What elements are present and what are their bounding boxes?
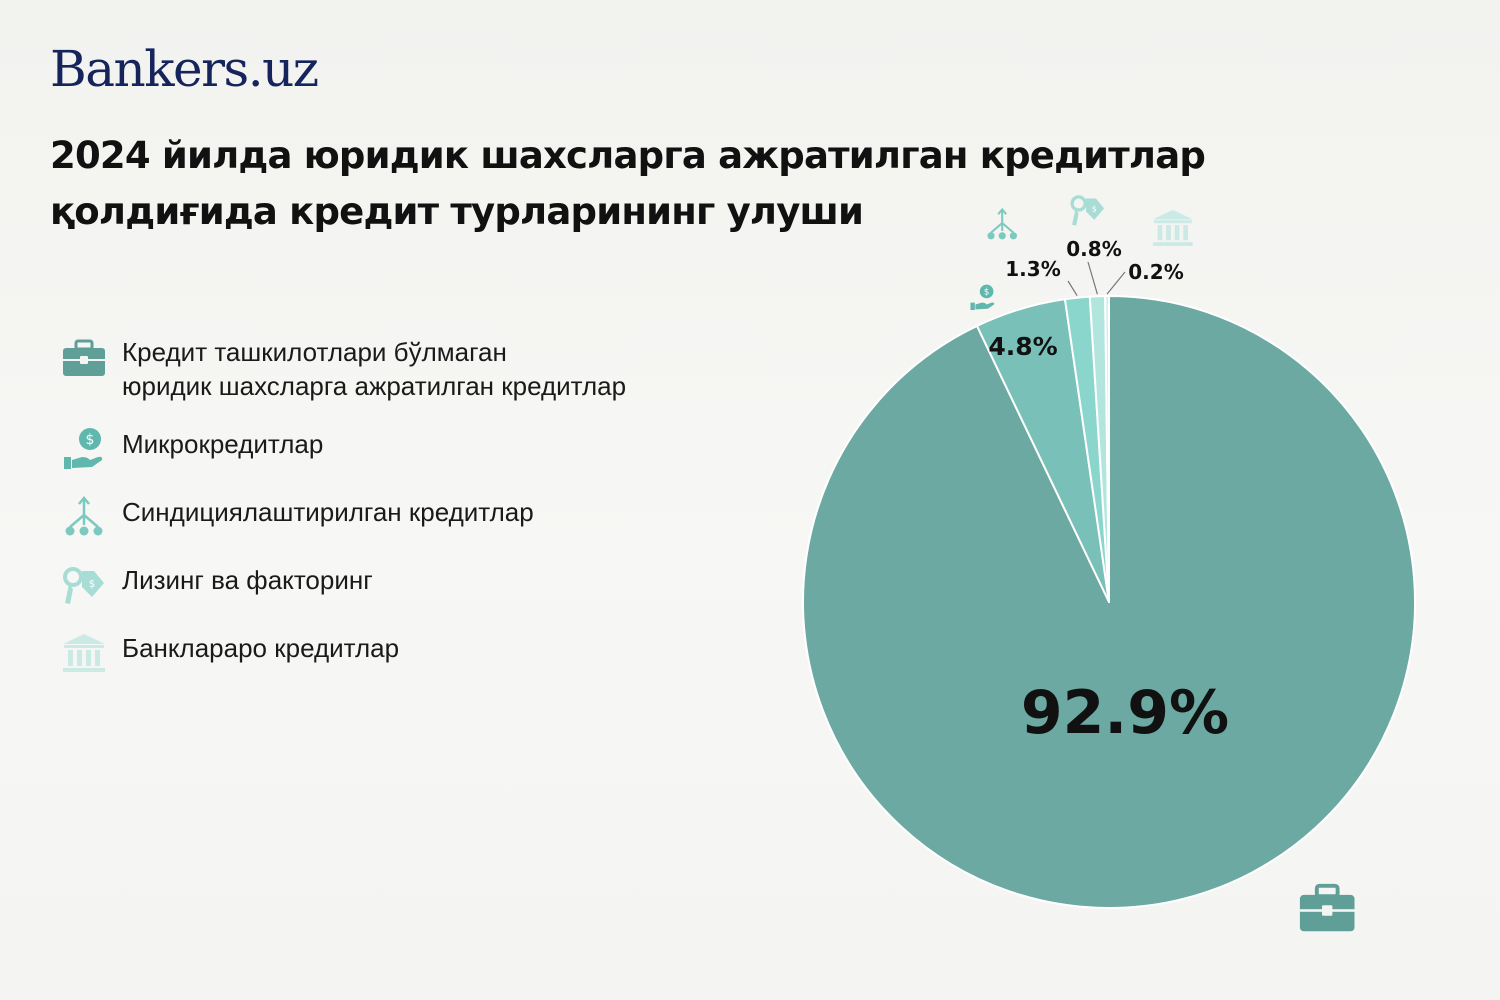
svg-text:$: $ (984, 288, 990, 298)
svg-text:$: $ (86, 432, 95, 448)
network-icon (987, 207, 1017, 240)
legend-item-nonbank-loans: Кредит ташкилотлари бўлмаган юридик шахс… (60, 335, 626, 403)
slice-value-label: 1.3% (1005, 257, 1060, 281)
brand-logo: Bankers.uz (50, 40, 319, 98)
legend-item-microcredits: $ Микрокредитлар (60, 427, 323, 471)
leader-line (1067, 280, 1078, 296)
slice-value-label: 0.8% (1066, 237, 1121, 261)
slice-value-label: 4.8% (988, 332, 1057, 361)
bank-icon (1152, 209, 1193, 246)
key-tag-icon: $ (1070, 195, 1105, 226)
hand-coin-icon: $ (64, 428, 103, 469)
legend-label: Синдициялаштирилган кредитлар (122, 497, 534, 527)
legend-label: Кредит ташкилотлари бўлмаган юридик шахс… (122, 337, 627, 401)
legend-item-syndicated: Синдициялаштирилган кредитлар (60, 495, 534, 539)
key-tag-icon: $ (63, 567, 104, 604)
leader-line (1106, 271, 1126, 295)
briefcase-icon (1299, 883, 1355, 932)
slice-value-label: 92.9% (1021, 678, 1229, 748)
legend-label: Лизинг ва факторинг (122, 565, 373, 595)
leader-line (1087, 261, 1098, 295)
pie-slice (1104, 294, 1110, 603)
svg-text:$: $ (89, 579, 95, 590)
chart-title: 2024 йилда юридик шахсларга ажратилган к… (50, 134, 1206, 233)
bank-icon (63, 634, 105, 672)
legend-item-interbank: Банклараро кредитлар (60, 631, 399, 675)
legend-label: Банклараро кредитлар (122, 633, 400, 663)
legend-item-leasing: $ Лизинг ва факторинг (60, 563, 373, 607)
briefcase-icon (63, 339, 105, 376)
legend-label: Микрокредитлар (122, 429, 324, 459)
slice-value-label: 0.2% (1128, 260, 1183, 284)
svg-text:$: $ (1092, 204, 1097, 214)
network-icon (65, 496, 103, 536)
hand-coin-icon: $ (970, 284, 995, 311)
